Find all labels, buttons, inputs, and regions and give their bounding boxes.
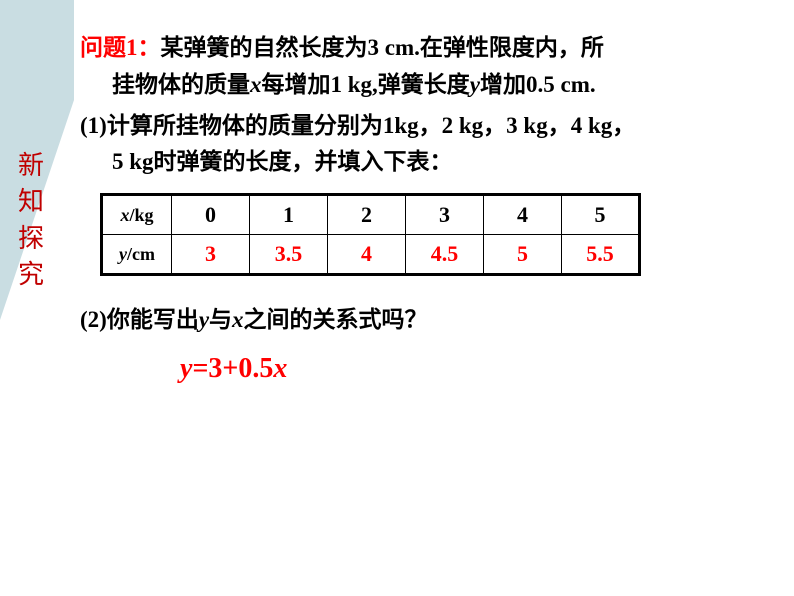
formula-eq: =3+0.5 xyxy=(192,353,273,384)
sidebar-char-2: 知 xyxy=(18,187,44,216)
q1-text-1: 计算所挂物体的质量分别为1kg，2 kg，3 kg，4 kg， xyxy=(107,113,635,138)
sidebar-shape xyxy=(0,0,74,596)
table-x-4: 4 xyxy=(484,195,562,235)
table-header-x: x/kg xyxy=(102,195,172,235)
problem-text-2b: 每增加1 kg,弹簧长度 xyxy=(262,72,470,97)
table-y-3: 4.5 xyxy=(406,235,484,275)
q2-var-x: x xyxy=(232,307,244,332)
table-y-5: 5.5 xyxy=(562,235,640,275)
content-area: 问题1：某弹簧的自然长度为3 cm.在弹性限度内，所 挂物体的质量x每增加1 k… xyxy=(80,30,770,385)
table-header-y: y/cm xyxy=(102,235,172,275)
table-header-x-unit: /kg xyxy=(129,205,153,225)
spring-table: x/kg 0 1 2 3 4 5 y/cm 3 3.5 4 4.5 5 5.5 xyxy=(100,193,641,276)
formula-x: x xyxy=(273,353,287,384)
table-header-y-unit: /cm xyxy=(127,244,155,264)
table-row-x: x/kg 0 1 2 3 4 5 xyxy=(102,195,640,235)
q2-text-b: 与 xyxy=(209,307,232,332)
formula: y=3+0.5x xyxy=(180,353,770,385)
table-y-4: 5 xyxy=(484,235,562,275)
q1-line-1: (1)计算所挂物体的质量分别为1kg，2 kg，3 kg，4 kg， xyxy=(80,108,770,145)
q2-text-a: 你能写出 xyxy=(107,307,199,332)
sidebar-char-4: 究 xyxy=(18,260,44,289)
q1-text-2: 5 kg时弹簧的长度，并填入下表： xyxy=(112,149,453,174)
q2-line: (2)你能写出y与x之间的关系式吗？ xyxy=(80,302,770,339)
q1-line-2: 5 kg时弹簧的长度，并填入下表： xyxy=(80,144,770,181)
sidebar-char-3: 探 xyxy=(18,224,44,253)
problem-line-2: 挂物体的质量x每增加1 kg,弹簧长度y增加0.5 cm. xyxy=(80,67,770,104)
problem-var-x: x xyxy=(250,72,262,97)
table-row-y: y/cm 3 3.5 4 4.5 5 5.5 xyxy=(102,235,640,275)
sidebar-char-1: 新 xyxy=(18,151,44,180)
table-x-1: 1 xyxy=(250,195,328,235)
problem-var-y: y xyxy=(470,72,480,97)
sidebar-title: 新 知 探 究 xyxy=(16,148,46,294)
problem-text-1a: 某弹簧的自然长度为3 cm.在弹性限度内，所 xyxy=(161,35,604,60)
q2-var-y: y xyxy=(199,307,209,332)
problem-line-1: 问题1：某弹簧的自然长度为3 cm.在弹性限度内，所 xyxy=(80,30,770,67)
table-y-1: 3.5 xyxy=(250,235,328,275)
q2-prefix: (2) xyxy=(80,307,107,332)
table-x-3: 3 xyxy=(406,195,484,235)
table-x-5: 5 xyxy=(562,195,640,235)
problem-text-2a: 挂物体的质量 xyxy=(112,72,250,97)
table-y-2: 4 xyxy=(328,235,406,275)
formula-y: y xyxy=(180,353,192,384)
table-y-0: 3 xyxy=(172,235,250,275)
table-header-y-var: y xyxy=(119,244,127,264)
table-x-0: 0 xyxy=(172,195,250,235)
problem-text-2c: 增加0.5 cm. xyxy=(480,72,596,97)
q1-prefix: (1) xyxy=(80,113,107,138)
table-x-2: 2 xyxy=(328,195,406,235)
problem-prefix: 问题1： xyxy=(80,35,161,60)
q2-text-c: 之间的关系式吗？ xyxy=(244,307,428,332)
